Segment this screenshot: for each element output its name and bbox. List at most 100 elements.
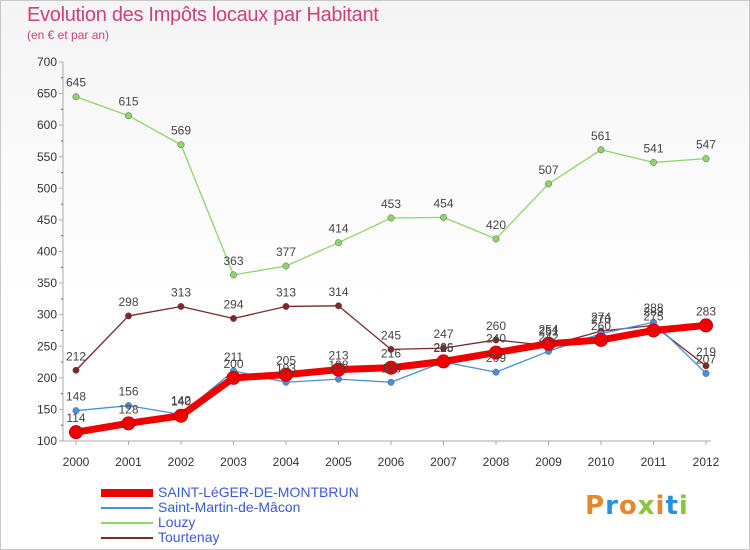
data-point [69, 425, 83, 440]
data-point [702, 362, 710, 370]
y-tick-label: 200 [37, 371, 57, 385]
x-tick-label: 2002 [168, 455, 195, 469]
chart-subtitle: (en € et par an) [27, 28, 110, 42]
legend-swatch [101, 522, 153, 524]
data-point [492, 336, 500, 344]
data-point [177, 141, 185, 149]
x-tick-label: 2008 [483, 455, 510, 469]
data-point [174, 408, 188, 423]
data-point [594, 332, 608, 347]
data-point [230, 315, 237, 322]
data-point [699, 318, 713, 333]
data-label: 507 [538, 163, 558, 177]
legend-label: SAINT-LéGER-DE-MONTBRUN [158, 484, 359, 500]
data-label: 541 [643, 141, 663, 155]
data-label: 313 [171, 285, 191, 299]
data-point [125, 402, 132, 410]
data-label: 212 [66, 349, 86, 363]
data-point [702, 155, 710, 163]
legend-label: Louzy [158, 514, 196, 530]
y-tick-label: 450 [37, 213, 57, 227]
x-tick-label: 2000 [63, 455, 90, 469]
legend-item: Louzy [101, 515, 421, 530]
data-label: 547 [696, 138, 716, 152]
data-point [597, 146, 605, 154]
data-label: 275 [643, 309, 663, 323]
data-label: 209 [486, 351, 506, 365]
y-tick-label: 250 [37, 339, 57, 353]
data-point [541, 336, 556, 351]
data-label: 219 [696, 345, 716, 359]
data-point [702, 369, 710, 377]
data-label: 615 [118, 95, 138, 109]
data-point [282, 303, 290, 310]
legend-item: Tourtenay [101, 530, 421, 545]
data-point [387, 345, 395, 353]
x-tick-label: 2010 [588, 455, 615, 469]
axes: 100 150 200 250 300 350 400 450 500 550 600 650 700 2… [37, 55, 720, 469]
data-label: 254 [538, 323, 558, 337]
data-point [436, 354, 451, 369]
data-label: 140 [171, 395, 191, 409]
data-point [335, 239, 342, 247]
data-label: 251 [538, 325, 558, 339]
y-tick-label: 400 [37, 245, 57, 259]
data-label: 274 [591, 310, 611, 324]
data-label: 294 [223, 297, 243, 311]
chart-title: Evolution des Impôts locaux par Habitant [27, 4, 379, 26]
series-lines [69, 93, 713, 440]
data-point [335, 375, 342, 383]
logo-letter: o [618, 491, 638, 521]
data-label: 156 [118, 385, 138, 399]
data-point [282, 262, 290, 270]
legend: SAINT-LéGER-DE-MONTBRUN Saint-Martin-de-M… [101, 485, 421, 545]
y-tick-label: 500 [37, 181, 57, 195]
data-label: 414 [328, 222, 348, 236]
logo-letter: x [637, 491, 656, 521]
data-label: 193 [381, 361, 401, 375]
line-chart: 100 150 200 250 300 350 400 450 500 550 600 650 700 2… [37, 55, 720, 469]
data-point [384, 360, 398, 375]
data-label: 454 [433, 196, 453, 210]
data-point [125, 112, 132, 120]
logo-letter: P [585, 491, 606, 521]
y-tick-label: 550 [37, 150, 57, 164]
data-label: 298 [118, 295, 138, 309]
proxiti-logo: Proxiti [585, 491, 689, 521]
data-label: 453 [381, 197, 401, 211]
data-point [335, 302, 342, 310]
data-point [646, 323, 661, 338]
data-label: 242 [538, 330, 558, 344]
data-label: 225 [433, 341, 453, 355]
data-point [121, 416, 136, 431]
y-tick-label: 700 [37, 55, 57, 69]
data-label: 148 [66, 390, 86, 404]
data-label: 645 [66, 76, 86, 90]
x-tick-label: 2006 [378, 455, 405, 469]
logo-letter: i [678, 491, 689, 521]
data-label: 240 [486, 332, 506, 346]
data-label: 211 [224, 350, 243, 364]
y-tick-label: 300 [37, 308, 57, 322]
data-point [331, 362, 346, 377]
y-tick-label: 100 [37, 434, 57, 448]
legend-item: SAINT-LéGER-DE-MONTBRUN [101, 485, 421, 500]
logo-letter: t [665, 491, 679, 521]
x-tick-label: 2007 [430, 455, 457, 469]
data-label: 226 [433, 340, 453, 354]
data-label: 420 [486, 218, 506, 232]
data-label: 260 [486, 319, 506, 333]
legend-item: Saint-Martin-de-Mâcon [101, 500, 421, 515]
legend-swatch [101, 507, 153, 509]
data-point [72, 407, 80, 415]
data-label: 283 [696, 304, 716, 318]
data-label: 200 [223, 357, 243, 371]
data-point [279, 367, 293, 382]
logo-letter: i [655, 491, 666, 521]
data-label: 142 [171, 393, 191, 407]
data-point [440, 213, 447, 221]
data-point [492, 368, 500, 376]
data-point [230, 271, 237, 279]
data-point [387, 214, 395, 222]
x-tick-label: 2001 [115, 455, 142, 469]
